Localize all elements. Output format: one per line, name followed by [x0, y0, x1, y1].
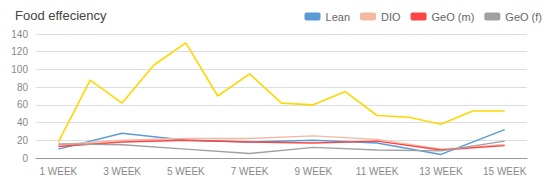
- svg-text:120: 120: [11, 46, 28, 57]
- svg-text:11 WEEK: 11 WEEK: [356, 166, 399, 177]
- svg-text:80: 80: [17, 82, 29, 93]
- svg-text:Food effeciency: Food effeciency: [15, 8, 107, 23]
- svg-text:15 WEEK: 15 WEEK: [483, 166, 527, 177]
- svg-text:5 WEEK: 5 WEEK: [167, 166, 205, 177]
- svg-text:DIO: DIO: [381, 11, 401, 23]
- svg-text:140: 140: [11, 29, 28, 40]
- svg-text:100: 100: [11, 64, 28, 75]
- svg-text:GeO (m): GeO (m): [432, 11, 475, 23]
- svg-text:40: 40: [17, 117, 29, 128]
- svg-text:60: 60: [17, 99, 29, 110]
- svg-text:3 WEEK: 3 WEEK: [103, 166, 141, 177]
- svg-text:20: 20: [17, 135, 29, 146]
- svg-text:0: 0: [22, 153, 28, 164]
- svg-text:13 WEEK: 13 WEEK: [419, 166, 463, 177]
- svg-text:Lean: Lean: [326, 11, 350, 23]
- svg-text:GeO (f): GeO (f): [505, 11, 542, 23]
- svg-text:9 WEEK: 9 WEEK: [294, 166, 332, 177]
- svg-text:1 WEEK: 1 WEEK: [39, 166, 77, 177]
- svg-text:7 WEEK: 7 WEEK: [231, 166, 269, 177]
